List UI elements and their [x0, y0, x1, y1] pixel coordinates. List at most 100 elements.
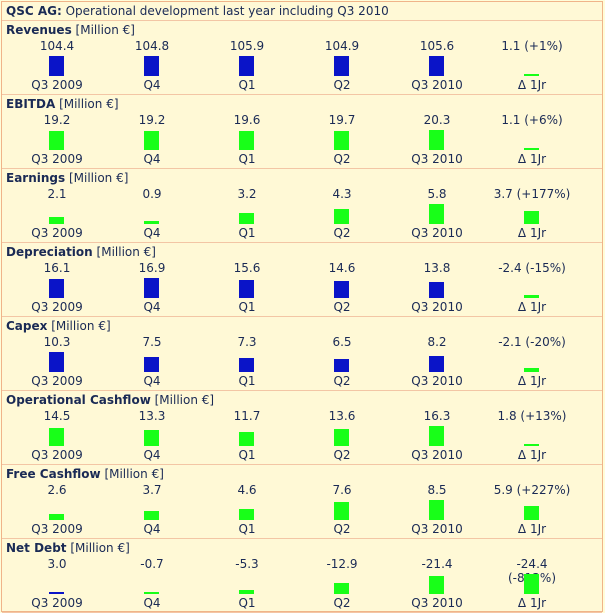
metric-cell: 13.8 Q3 2010 [397, 243, 477, 317]
value-bar [429, 500, 444, 520]
metric-cell: 2.6 Q3 2009 [17, 465, 97, 539]
metric-cell: 20.3 Q3 2010 [397, 95, 477, 169]
divider [2, 464, 602, 465]
metric-cell: -5.3 Q1 [207, 539, 287, 613]
period-label: Δ 1Jr [517, 78, 547, 92]
value-bar [524, 295, 539, 298]
period-label: Q2 [333, 226, 351, 240]
value-bar [524, 74, 539, 76]
value-bar [144, 131, 159, 150]
value-label: 13.8 [423, 261, 451, 275]
metric-heading: Revenues [Million €] [6, 22, 135, 38]
value-label: -5.3 [235, 557, 259, 571]
metric-section: Operational Cashflow [Million €] 14.5 Q3 2… [2, 391, 602, 465]
period-label: Q2 [333, 374, 351, 388]
value-label: 6.5 [332, 335, 352, 349]
period-label: Q4 [143, 448, 161, 462]
period-label: Q3 2009 [31, 152, 83, 166]
metric-name: Earnings [6, 171, 66, 185]
value-bar [144, 56, 159, 76]
value-label: 19.2 [138, 113, 166, 127]
value-label: 4.3 [332, 187, 352, 201]
value-bar [524, 211, 539, 224]
value-label: 11.7 [233, 409, 261, 423]
metric-unit: [Million €] [71, 23, 135, 37]
metric-cell: 19.2 Q4 [112, 95, 192, 169]
period-label: Q3 2010 [411, 448, 463, 462]
value-bar [144, 221, 159, 224]
value-label: 16.3 [423, 409, 451, 423]
metric-cell: 1.8 (+13%) Δ 1Jr [492, 391, 572, 465]
value-bar [49, 592, 64, 594]
value-label: 10.3 [43, 335, 71, 349]
value-bar [239, 509, 254, 520]
title-text: Operational development last year includ… [61, 4, 389, 18]
metric-name: Capex [6, 319, 48, 333]
metric-cell: 3.2 Q1 [207, 169, 287, 243]
period-label: Q3 2010 [411, 152, 463, 166]
value-bar [334, 209, 349, 224]
metric-heading: Earnings [Million €] [6, 170, 128, 186]
value-label: 13.3 [138, 409, 166, 423]
value-bar [334, 583, 349, 594]
value-bar [49, 352, 64, 372]
value-label: 5.8 [427, 187, 447, 201]
metric-unit: [Million €] [100, 467, 164, 481]
value-label: 16.9 [138, 261, 166, 275]
metric-section: EBITDA [Million €] 19.2 Q3 2009 19.2 Q4 19.6 Q… [2, 95, 602, 169]
period-label: Q1 [238, 226, 256, 240]
value-bar [334, 56, 349, 76]
value-bar [49, 279, 64, 298]
metric-section: Capex [Million €] 10.3 Q3 2009 7.5 Q4 7.3 Q1 6.… [2, 317, 602, 391]
period-label: Q3 2010 [411, 226, 463, 240]
value-label: 20.3 [423, 113, 451, 127]
period-label: Q1 [238, 522, 256, 536]
value-label: -2.1 (-20%) [498, 335, 566, 349]
metric-unit: [Million €] [47, 319, 111, 333]
value-label: 19.7 [328, 113, 356, 127]
value-bar [239, 590, 254, 594]
value-label: 105.6 [419, 39, 455, 53]
metric-name: Net Debt [6, 541, 67, 555]
metric-name: Revenues [6, 23, 72, 37]
metric-cell: 15.6 Q1 [207, 243, 287, 317]
value-bar [524, 506, 539, 520]
divider [2, 242, 602, 243]
period-label: Q2 [333, 300, 351, 314]
metric-unit: [Million €] [150, 393, 215, 407]
value-bar [524, 368, 539, 372]
period-label: Q3 2010 [411, 596, 463, 610]
period-label: Q2 [333, 152, 351, 166]
period-label: Q4 [143, 78, 161, 92]
value-label: 7.3 [237, 335, 257, 349]
value-bar [239, 56, 254, 76]
value-bar [429, 282, 444, 298]
metric-cell: 104.8 Q4 [112, 21, 192, 95]
value-label: 3.0 [47, 557, 67, 571]
metric-cell: 5.8 Q3 2010 [397, 169, 477, 243]
period-label: Q1 [238, 300, 256, 314]
metric-cell: 19.7 Q2 [302, 95, 382, 169]
period-label: Q2 [333, 596, 351, 610]
value-label: 14.6 [328, 261, 356, 275]
period-label: Q1 [238, 78, 256, 92]
metric-cell: 13.6 Q2 [302, 391, 382, 465]
metric-unit: [Million €] [55, 97, 119, 111]
metric-name: Depreciation [6, 245, 93, 259]
divider [2, 390, 602, 391]
period-label: Q4 [143, 226, 161, 240]
metric-heading: Net Debt [Million €] [6, 540, 130, 556]
value-bar [334, 502, 349, 520]
company-name: QSC AG: [6, 4, 62, 18]
metric-unit: [Million €] [66, 541, 130, 555]
period-label: Q3 2010 [411, 522, 463, 536]
metric-heading: Operational Cashflow [Million €] [6, 392, 214, 408]
metric-cell: 7.3 Q1 [207, 317, 287, 391]
value-bar [144, 430, 159, 446]
value-bar [524, 148, 539, 150]
divider [2, 94, 602, 95]
value-bar [239, 432, 254, 446]
value-label: 104.4 [39, 39, 75, 53]
metric-section: Depreciation [Million €] 16.1 Q3 2009 16.9 Q… [2, 243, 602, 317]
